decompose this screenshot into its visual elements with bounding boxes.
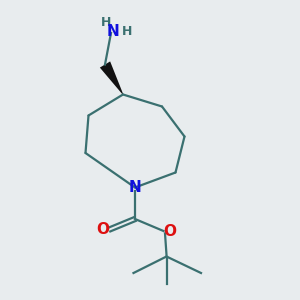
- Text: O: O: [164, 224, 177, 238]
- Text: N: N: [129, 180, 141, 195]
- Text: H: H: [101, 16, 112, 29]
- Text: O: O: [96, 222, 110, 237]
- Polygon shape: [100, 61, 123, 95]
- Text: N: N: [106, 24, 119, 39]
- Text: H: H: [122, 25, 133, 38]
